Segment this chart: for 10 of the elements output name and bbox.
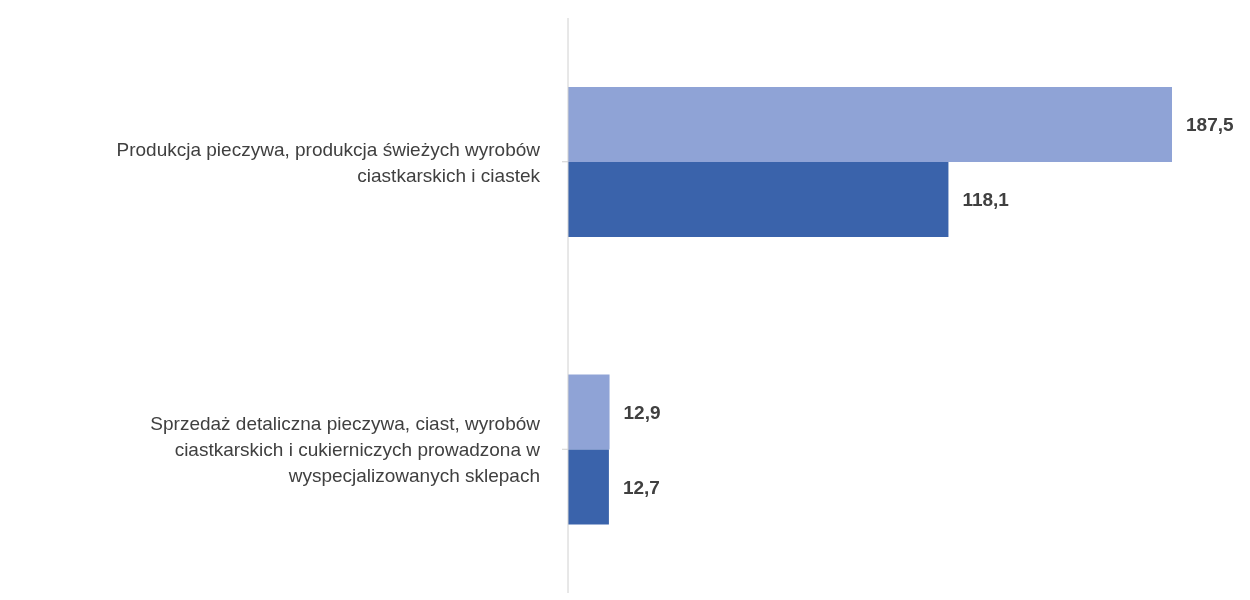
bar xyxy=(568,374,610,450)
bar xyxy=(568,162,949,237)
y-tick-label: Produkcja pieczywa, produkcja świeżych wyrobów ciastkarskich i ciastek xyxy=(116,138,541,186)
data-label: 12,9 xyxy=(623,401,661,423)
bar xyxy=(568,449,609,525)
y-tick-label: Sprzedaż detaliczna pieczywa, ciast, wyrobów ciastkarskich i cukierniczych prowadzona w wyspecjalizowanych sklepach xyxy=(150,412,541,486)
data-label: 118,1 xyxy=(962,189,1010,211)
data-label: 12,7 xyxy=(622,476,660,498)
data-label: 187,5 xyxy=(1186,114,1234,136)
bar xyxy=(568,87,1172,162)
